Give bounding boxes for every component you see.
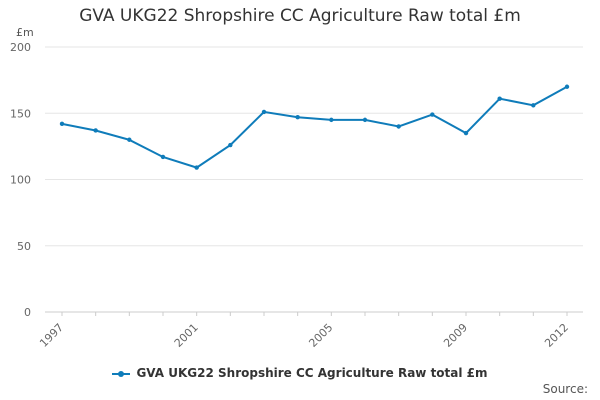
data-point-2005[interactable]	[329, 117, 334, 123]
data-point-2001[interactable]	[194, 165, 199, 170]
data-point-2011[interactable]	[531, 103, 536, 108]
data-point-2007[interactable]	[396, 124, 401, 129]
data-point-2012[interactable]	[564, 84, 570, 89]
x-axis-ticks: 1997 2001 2005 2009 2012	[37, 312, 571, 350]
data-point-1998[interactable]	[93, 128, 98, 133]
y-tick-label: 200	[10, 41, 31, 54]
y-tick-label: 50	[17, 240, 31, 253]
data-point-2010[interactable]	[497, 96, 502, 101]
y-tick-label: 0	[24, 306, 31, 319]
x-tick-label: 2005	[306, 321, 335, 350]
data-point-2006[interactable]	[362, 117, 368, 123]
data-point-2008[interactable]	[430, 112, 435, 117]
data-point-2003[interactable]	[261, 109, 267, 115]
chart-title: GVA UKG22 Shropshire CC Agriculture Raw …	[79, 6, 521, 26]
y-tick-label: 150	[10, 107, 31, 120]
gridlines	[45, 46, 583, 313]
y-tick-label: 100	[10, 174, 31, 187]
legend-label: GVA UKG22 Shropshire CC Agriculture Raw …	[136, 366, 488, 380]
data-point-2002[interactable]	[228, 142, 233, 148]
y-axis-unit-label: £m	[16, 26, 34, 39]
legend-swatch	[112, 369, 131, 379]
data-point-1997[interactable]	[59, 121, 65, 127]
data-point-2000[interactable]	[160, 154, 166, 160]
series-line	[61, 85, 568, 169]
source-label: Source:	[542, 382, 588, 396]
data-point-2004[interactable]	[295, 115, 300, 120]
legend[interactable]: GVA UKG22 Shropshire CC Agriculture Raw …	[0, 366, 600, 380]
x-tick-label: 2012	[542, 321, 571, 350]
series-points	[59, 84, 570, 170]
x-tick-label: 1997	[37, 321, 66, 350]
x-tick-label: 2001	[172, 321, 201, 350]
data-point-1999[interactable]	[127, 137, 132, 142]
y-axis-ticks: 0 50 100 150 200	[10, 41, 31, 319]
data-point-2009[interactable]	[463, 130, 469, 136]
x-tick-label: 2009	[441, 321, 470, 350]
